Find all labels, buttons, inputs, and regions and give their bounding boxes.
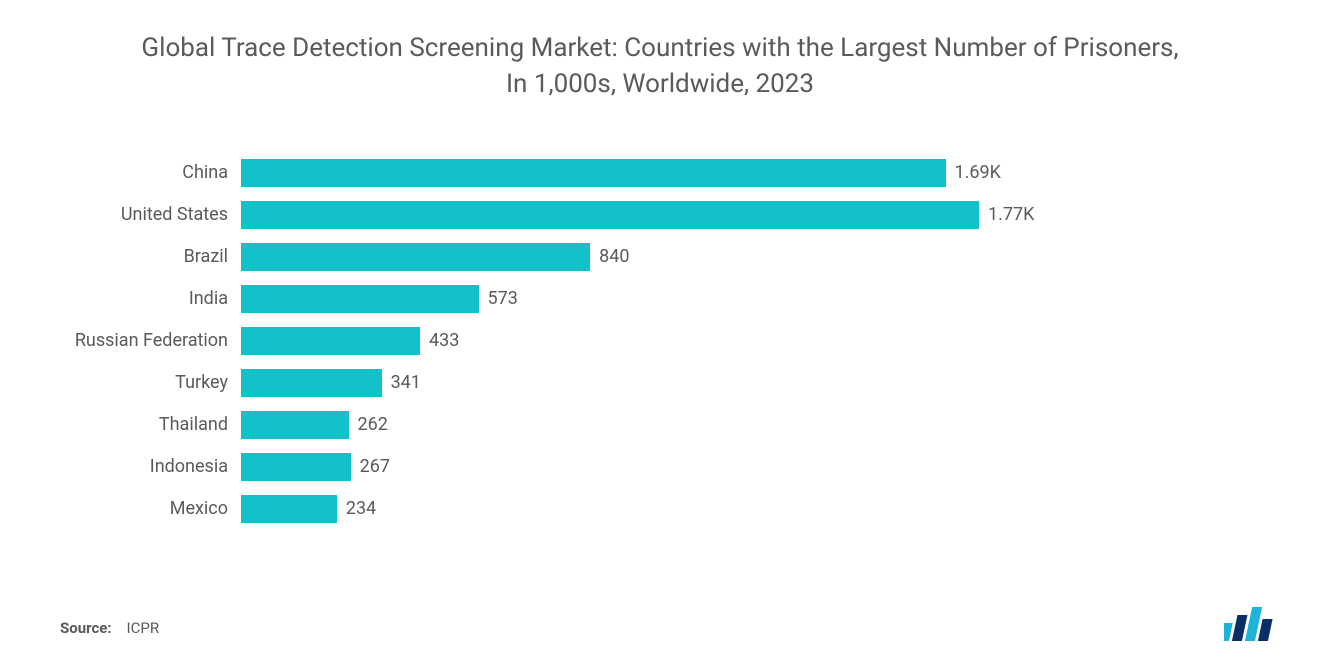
category-label: Turkey [20, 372, 240, 393]
bar-row: Thailand262 [240, 405, 1180, 445]
bar [240, 410, 350, 440]
bar [240, 158, 947, 188]
value-label: 262 [358, 414, 388, 435]
value-label: 1.69K [955, 162, 1001, 183]
value-label: 433 [429, 330, 459, 351]
bar [240, 368, 383, 398]
category-label: Thailand [20, 414, 240, 435]
bar-wrap: 267 [240, 452, 1180, 482]
category-label: Russian Federation [20, 330, 240, 351]
bar-row: Mexico234 [240, 489, 1180, 529]
value-label: 267 [360, 456, 390, 477]
category-label: India [20, 288, 240, 309]
mordor-logo-icon [1224, 603, 1282, 641]
bar-wrap: 573 [240, 284, 1180, 314]
bar-row: United States1.77K [240, 195, 1180, 235]
bar-wrap: 840 [240, 242, 1180, 272]
value-label: 234 [346, 498, 376, 519]
value-label: 573 [488, 288, 518, 309]
bar [240, 284, 480, 314]
category-label: Mexico [20, 498, 240, 519]
value-label: 1.77K [988, 204, 1034, 225]
bar-row: Indonesia267 [240, 447, 1180, 487]
bar-row: Brazil840 [240, 237, 1180, 277]
category-label: China [20, 162, 240, 183]
bar-row: India573 [240, 279, 1180, 319]
source-label: Source: [60, 619, 112, 637]
bar-row: Russian Federation433 [240, 321, 1180, 361]
bar-wrap: 262 [240, 410, 1180, 440]
bar-wrap: 234 [240, 494, 1180, 524]
bar-wrap: 433 [240, 326, 1180, 356]
source-footer: Source: ICPR [60, 619, 159, 637]
value-label: 840 [599, 246, 629, 267]
bar [240, 200, 980, 230]
category-label: Brazil [20, 246, 240, 267]
bar-row: Turkey341 [240, 363, 1180, 403]
bar [240, 494, 338, 524]
chart-title: Global Trace Detection Screening Market:… [135, 30, 1185, 103]
source-value: ICPR [127, 619, 160, 637]
value-label: 341 [391, 372, 421, 393]
bar-wrap: 341 [240, 368, 1180, 398]
chart-plot-area: China1.69KUnited States1.77KBrazil840Ind… [240, 153, 1180, 529]
bar-wrap: 1.69K [240, 158, 1180, 188]
bar-row: China1.69K [240, 153, 1180, 193]
category-label: Indonesia [20, 456, 240, 477]
category-label: United States [20, 204, 240, 225]
bar [240, 242, 591, 272]
bar [240, 326, 421, 356]
bar [240, 452, 352, 482]
bar-wrap: 1.77K [240, 200, 1180, 230]
